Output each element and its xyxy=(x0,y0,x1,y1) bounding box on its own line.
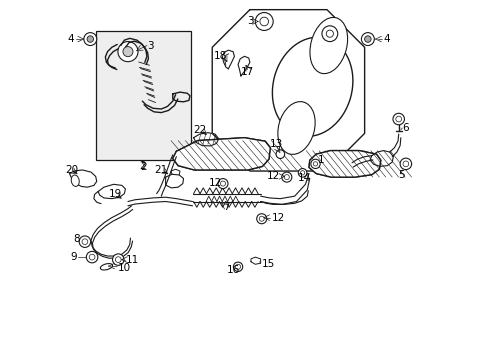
Circle shape xyxy=(112,254,124,265)
Text: 4: 4 xyxy=(383,34,389,44)
Text: 19: 19 xyxy=(108,189,122,199)
Ellipse shape xyxy=(71,175,79,186)
Circle shape xyxy=(233,262,242,271)
Text: 21: 21 xyxy=(154,165,167,175)
Circle shape xyxy=(298,168,306,177)
Text: 13: 13 xyxy=(269,139,282,149)
Text: 17: 17 xyxy=(240,67,253,77)
Circle shape xyxy=(256,214,266,224)
Bar xyxy=(96,31,190,160)
Text: 3: 3 xyxy=(147,41,154,50)
Circle shape xyxy=(87,36,93,42)
Text: 9: 9 xyxy=(70,252,77,262)
Text: 16: 16 xyxy=(226,265,239,275)
Text: 8: 8 xyxy=(73,234,80,244)
Text: 14: 14 xyxy=(298,173,311,183)
Text: 15: 15 xyxy=(261,259,274,269)
Text: 7: 7 xyxy=(223,202,229,212)
Circle shape xyxy=(118,41,138,62)
Circle shape xyxy=(79,236,90,247)
Circle shape xyxy=(255,13,273,31)
Circle shape xyxy=(364,36,370,42)
Text: 11: 11 xyxy=(126,255,139,265)
Text: 12: 12 xyxy=(209,177,222,188)
Polygon shape xyxy=(172,138,270,170)
Text: 10: 10 xyxy=(118,263,131,273)
Ellipse shape xyxy=(100,264,112,270)
Circle shape xyxy=(399,158,411,170)
Circle shape xyxy=(321,26,337,41)
Ellipse shape xyxy=(277,102,315,154)
Text: 4: 4 xyxy=(68,34,74,44)
Circle shape xyxy=(310,159,320,168)
Circle shape xyxy=(392,113,404,125)
Polygon shape xyxy=(308,150,380,177)
Text: 12: 12 xyxy=(271,213,284,222)
Circle shape xyxy=(361,33,373,45)
Circle shape xyxy=(218,179,227,189)
Circle shape xyxy=(281,172,291,182)
Text: 2: 2 xyxy=(139,161,145,171)
Text: 1: 1 xyxy=(318,155,324,165)
Circle shape xyxy=(86,251,98,263)
Text: 6: 6 xyxy=(401,123,407,133)
Text: 5: 5 xyxy=(397,170,404,180)
Text: 22: 22 xyxy=(193,125,206,135)
Text: 2: 2 xyxy=(140,162,146,172)
Text: 12: 12 xyxy=(266,171,279,181)
Text: 18: 18 xyxy=(213,51,226,61)
Circle shape xyxy=(122,46,133,57)
Ellipse shape xyxy=(272,37,352,136)
Text: 20: 20 xyxy=(65,165,78,175)
Text: 3: 3 xyxy=(247,17,254,27)
Circle shape xyxy=(83,33,97,45)
Ellipse shape xyxy=(309,17,347,73)
Circle shape xyxy=(276,150,284,158)
